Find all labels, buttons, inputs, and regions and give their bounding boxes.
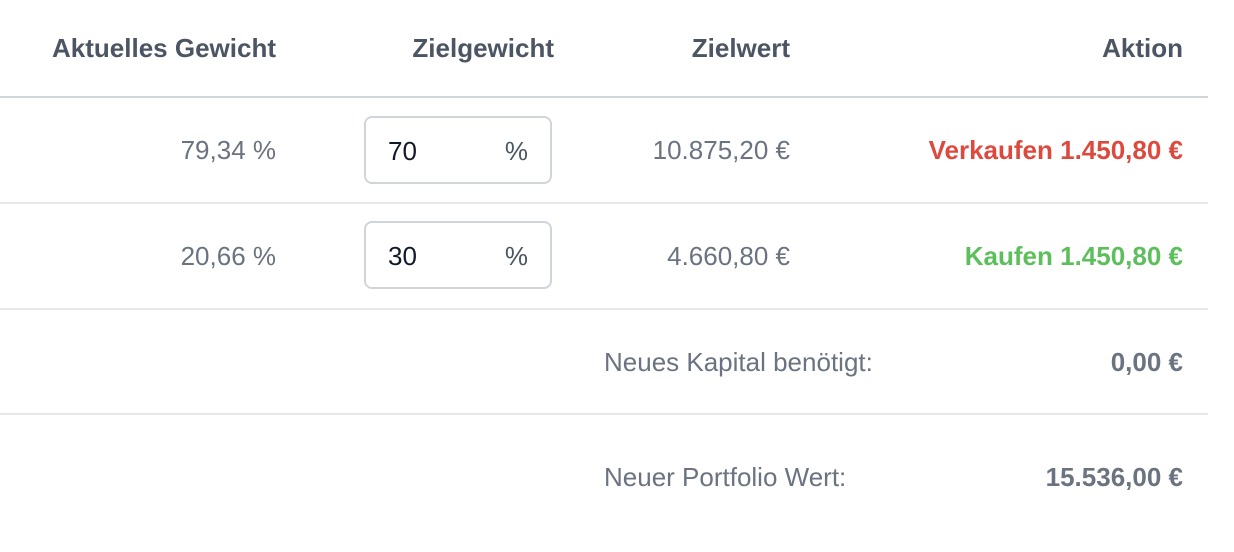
action-buy: Kaufen 1.450,80 € bbox=[964, 241, 1183, 271]
current-weight: 20,66 % bbox=[180, 241, 276, 271]
target-weight-input[interactable]: 70 % bbox=[364, 116, 552, 184]
divider bbox=[0, 308, 1208, 310]
current-weight: 79,34 % bbox=[180, 135, 276, 165]
header: Aktuelles Gewicht bbox=[52, 33, 276, 63]
input-value: 70 bbox=[388, 136, 417, 166]
summary-value: 15.536,00 € bbox=[1045, 462, 1183, 492]
header: Aktion bbox=[1102, 33, 1183, 63]
input-unit: % bbox=[504, 241, 528, 271]
header: Zielgewicht bbox=[412, 33, 554, 63]
divider bbox=[0, 96, 1208, 98]
input-value: 30 bbox=[388, 241, 417, 271]
target-value: 4.660,80 € bbox=[667, 241, 790, 271]
summary-label: Neuer Portfolio Wert: bbox=[604, 462, 847, 492]
divider bbox=[0, 413, 1208, 415]
summary-value: 0,00 € bbox=[1110, 347, 1183, 377]
target-weight-input[interactable]: 30 % bbox=[364, 221, 552, 289]
target-value: 10.875,20 € bbox=[652, 135, 790, 165]
input-unit: % bbox=[504, 136, 528, 166]
header: Zielwert bbox=[691, 33, 790, 63]
summary-label: Neues Kapital benötigt: bbox=[604, 347, 873, 377]
action-sell: Verkaufen 1.450,80 € bbox=[928, 135, 1183, 165]
divider bbox=[0, 202, 1208, 204]
